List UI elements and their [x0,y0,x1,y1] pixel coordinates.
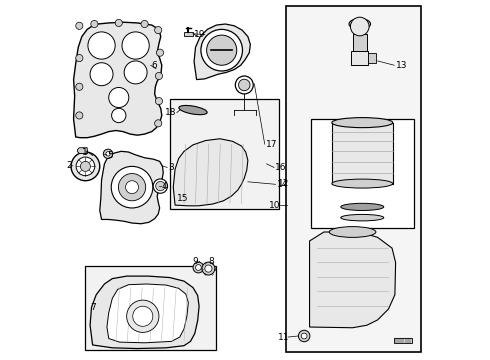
Text: 3: 3 [168,163,173,172]
Circle shape [156,181,165,191]
Ellipse shape [341,203,384,211]
Circle shape [156,49,164,56]
Circle shape [235,76,253,94]
Ellipse shape [332,179,393,188]
Text: 8: 8 [208,257,214,266]
Text: 1: 1 [81,148,87,157]
Circle shape [133,306,153,326]
Text: 16: 16 [275,163,286,172]
Circle shape [155,98,163,105]
Circle shape [239,79,250,91]
Circle shape [125,181,139,194]
Circle shape [91,21,98,28]
Polygon shape [90,276,199,348]
Text: 15: 15 [177,194,188,203]
Bar [286,6,421,352]
Circle shape [88,32,115,59]
Text: 9: 9 [192,257,197,266]
Text: 2: 2 [67,161,72,170]
Text: 10: 10 [270,201,281,210]
Polygon shape [194,24,250,80]
Circle shape [122,32,149,59]
Bar [184,32,193,36]
Polygon shape [107,284,188,343]
Circle shape [109,87,129,108]
Bar [85,266,216,350]
Circle shape [90,63,113,86]
Circle shape [141,21,148,28]
Circle shape [76,112,83,119]
Circle shape [115,19,122,27]
Ellipse shape [341,215,384,221]
Circle shape [155,72,163,80]
Text: 13: 13 [395,61,407,70]
Circle shape [80,161,91,171]
Bar [368,53,376,63]
Circle shape [298,330,310,342]
Polygon shape [77,148,87,153]
Ellipse shape [332,118,393,128]
Circle shape [196,265,201,270]
Circle shape [350,17,369,36]
Circle shape [111,166,153,208]
Circle shape [71,152,100,181]
Polygon shape [74,22,162,138]
Circle shape [76,157,95,176]
Circle shape [201,30,243,71]
Circle shape [207,35,237,65]
Text: 18: 18 [165,108,176,117]
Ellipse shape [349,19,370,30]
Ellipse shape [329,226,376,237]
Circle shape [153,179,168,193]
Circle shape [76,22,83,30]
Circle shape [126,300,159,332]
Circle shape [106,152,110,156]
Circle shape [112,108,126,123]
Circle shape [124,61,147,84]
Ellipse shape [179,105,207,115]
Circle shape [202,262,215,275]
Circle shape [76,83,83,90]
Text: 12: 12 [278,179,289,188]
Text: 17: 17 [266,140,277,149]
Circle shape [193,262,204,273]
Text: 19: 19 [194,30,205,39]
Bar [351,51,368,65]
Polygon shape [173,139,248,206]
Text: 5: 5 [107,151,113,160]
Bar [394,338,412,343]
Text: 7: 7 [90,303,96,312]
Circle shape [301,333,307,339]
Circle shape [76,54,83,62]
Circle shape [155,27,162,34]
Text: 11: 11 [278,333,289,342]
Bar [79,150,87,153]
Polygon shape [100,151,163,224]
Bar [311,119,414,228]
Text: 4: 4 [162,181,168,190]
Text: 14: 14 [276,180,288,189]
Bar [170,99,279,209]
Polygon shape [310,232,395,328]
Bar [332,123,393,184]
Circle shape [119,174,146,201]
Circle shape [155,120,162,127]
Circle shape [103,149,113,158]
Text: 6: 6 [152,61,157,70]
Circle shape [205,265,212,272]
Bar [353,34,367,51]
